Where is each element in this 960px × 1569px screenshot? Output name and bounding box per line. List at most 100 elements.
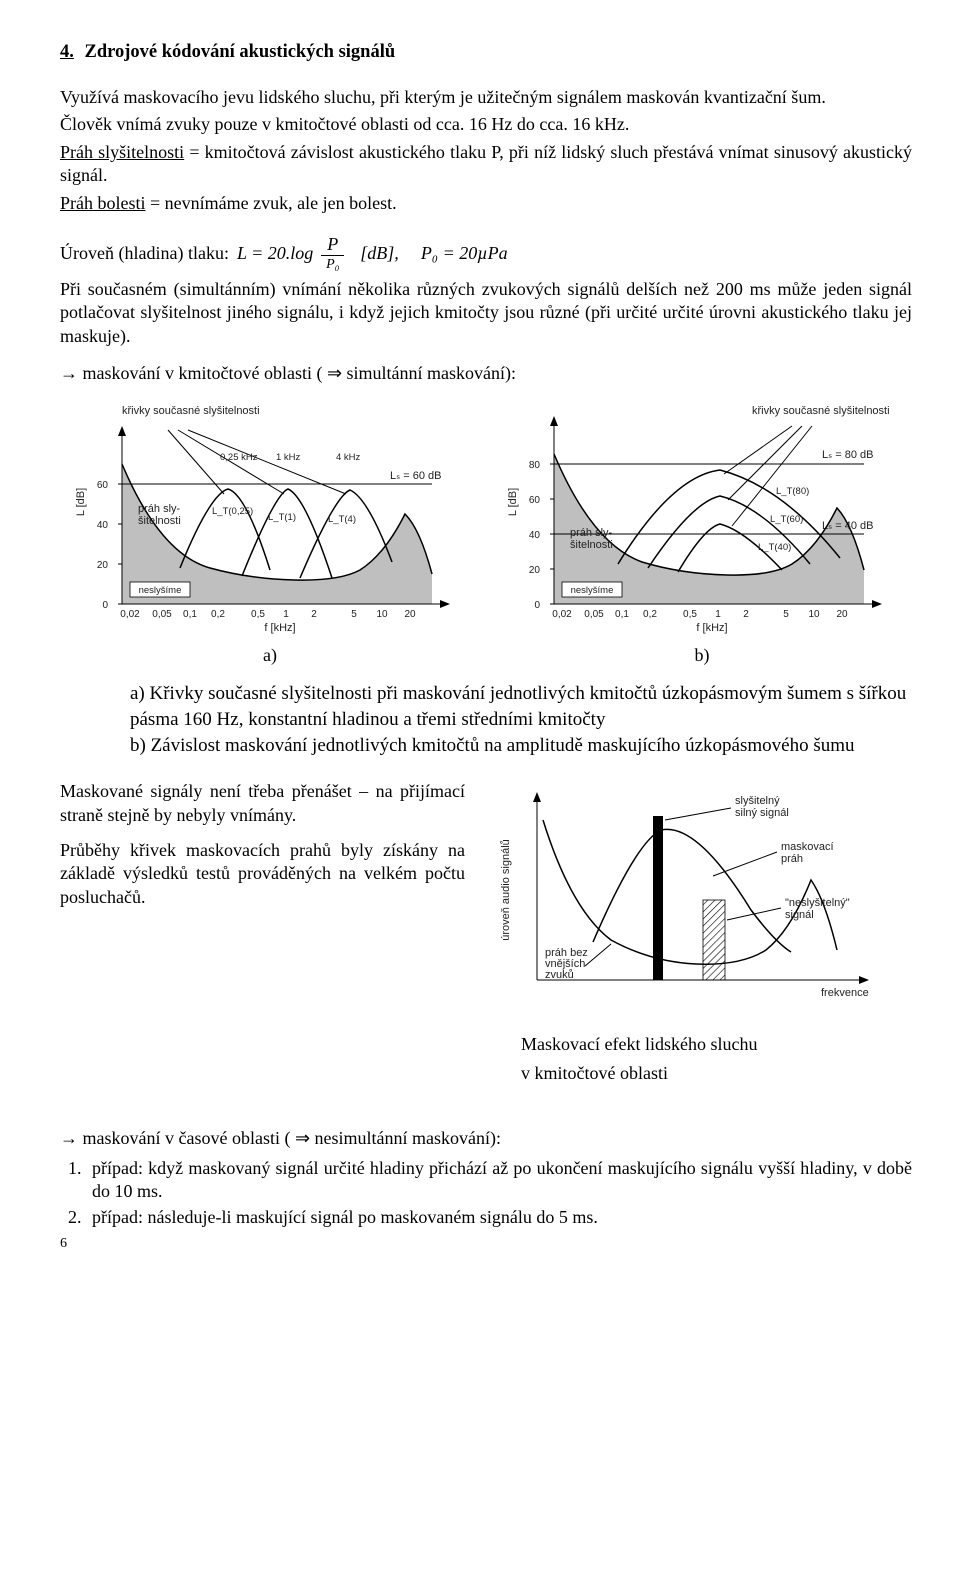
neslysime-box: neslyšíme (571, 585, 614, 596)
y-axis-label: L [dB] (507, 487, 519, 515)
chart-a-panel: 0 20 40 60 0,02 0,05 0,1 0,2 0,5 1 2 5 1… (60, 394, 480, 668)
chart-captions: a) Křivky současné slyšitelnosti při mas… (130, 681, 912, 758)
charts-row: 0 20 40 60 0,02 0,05 0,1 0,2 0,5 1 2 5 1… (60, 394, 912, 668)
xtick: 10 (808, 609, 820, 620)
ls80-label: Lₛ = 80 dB (822, 449, 874, 461)
y-axis-label: úroveň audio signálů (500, 840, 512, 942)
ytick: 20 (97, 560, 109, 571)
paragraph: Využívá maskovacího jevu lidského sluchu… (60, 86, 912, 109)
ytick: 0 (534, 600, 540, 611)
xtick: 1 (715, 609, 721, 620)
x-axis-label: f [kHz] (264, 622, 295, 634)
paragraph: Při současném (simultánním) vnímání něko… (60, 278, 912, 348)
lt-annot: L_T(4) (328, 514, 356, 525)
paragraph: Práh slyšitelnosti = kmitočtová závislos… (60, 141, 912, 188)
ytick: 60 (97, 480, 109, 491)
section-heading: 4. Zdrojové kódování akustických signálů (60, 40, 912, 64)
lt-annot: L_T(80) (776, 486, 809, 497)
arrow-line: → maskování v kmitočtové oblasti ( ⇒ sim… (60, 362, 912, 385)
chart-a-svg: 0 20 40 60 0,02 0,05 0,1 0,2 0,5 1 2 5 1… (60, 394, 480, 634)
xtick: 0,02 (552, 609, 572, 620)
ytick: 80 (529, 460, 541, 471)
x-axis-label: f [kHz] (696, 622, 727, 634)
xtick: 1 (283, 609, 289, 620)
paragraph: Práh bolesti = nevnímáme zvuk, ale jen b… (60, 192, 912, 215)
xtick: 0,1 (615, 609, 629, 620)
annot-hidden1: "neslyšitelný" (785, 897, 850, 909)
formula-unit: [dB], (360, 242, 399, 265)
xtick: 0,02 (120, 609, 140, 620)
xtick: 0,5 (683, 609, 697, 620)
x-axis-label: frekvence (821, 987, 869, 999)
formula-label: Úroveň (hladina) tlaku: (60, 242, 229, 265)
mask-diagram-caption1: Maskovací efekt lidského sluchu (521, 1033, 912, 1056)
masking-diagram-svg: slyšitelný silný signál maskovací práh "… (481, 780, 891, 1020)
lt-annot: L_T(40) (758, 542, 791, 553)
xtick: 0,05 (152, 609, 172, 620)
fraction-top: P (321, 235, 344, 256)
lt-annot: L_T(1) (268, 512, 296, 523)
case-item: případ: následuje-li maskující signál po… (86, 1206, 912, 1229)
formula-row: Úroveň (hladina) tlaku: L = 20.log P P₀ … (60, 235, 912, 272)
xtick: 5 (783, 609, 789, 620)
curves-annot: křivky současné slyšitelnosti (752, 405, 890, 417)
paragraph: Maskované signály není třeba přenášet – … (60, 780, 465, 827)
ls-label: Lₛ = 60 dB (390, 470, 442, 482)
formula-rhs: P₀ = 20µPa (421, 242, 508, 265)
heading-number: 4. (60, 42, 74, 62)
xtick: 2 (311, 609, 317, 620)
curves-annot: křivky současné slyšitelnosti (122, 405, 260, 417)
xtick: 20 (836, 609, 848, 620)
page-number: 6 (60, 1235, 912, 1253)
ytick: 40 (97, 520, 109, 531)
lt-annot: L_T(0,25) (212, 506, 253, 517)
fraction-bottom: P₀ (326, 256, 339, 272)
freq-annot: 1 kHz (276, 452, 301, 463)
annot-hidden2: signál (785, 909, 814, 921)
two-col-right: slyšitelný silný signál maskovací práh "… (481, 780, 912, 1085)
annot-mask1: maskovací (781, 841, 834, 853)
y-axis-label: L [dB] (75, 487, 87, 515)
xtick: 0,1 (183, 609, 197, 620)
ytick: 0 (102, 600, 108, 611)
ytick: 60 (529, 495, 541, 506)
paragraph: Průběhy křivek maskovacích prahů byly zí… (60, 839, 465, 909)
annot-strong2: silný signál (735, 807, 789, 819)
ytick: 20 (529, 565, 541, 576)
mask-diagram-caption2: v kmitočtové oblasti (521, 1062, 912, 1085)
two-col-left: Maskované signály není třeba přenášet – … (60, 780, 465, 1085)
chart-b-sublabel: b) (492, 644, 912, 667)
xtick: 0,2 (643, 609, 657, 620)
thresh-annot: šitelnosti (570, 539, 613, 551)
xtick: 5 (351, 609, 357, 620)
thresh-annot: práh sly- (138, 503, 181, 515)
paragraph: Člověk vnímá zvuky pouze v kmitočtové ob… (60, 113, 912, 136)
paragraph-part: = kmitočtová závislost akustického tlaku… (60, 142, 912, 185)
two-column-section: Maskované signály není třeba přenášet – … (60, 780, 912, 1085)
annot-mask2: práh (781, 853, 803, 865)
case-item: případ: když maskovaný signál určité hla… (86, 1157, 912, 1204)
caption-b: b) Závislost maskování jednotlivých kmit… (130, 733, 912, 759)
freq-annot: 4 kHz (336, 452, 361, 463)
freq-annot: 0,25 kHz (220, 452, 258, 463)
formula-lhs: L = 20.log (237, 242, 313, 265)
xtick: 0,05 (584, 609, 604, 620)
xtick: 0,5 (251, 609, 265, 620)
caption-a: a) Křivky současné slyšitelnosti při mas… (130, 681, 912, 732)
term-underline: Práh bolesti (60, 193, 146, 213)
annot-strong1: slyšitelný (735, 795, 780, 807)
annot-thresh3: zvuků (545, 969, 574, 981)
cases-list: případ: když maskovaný signál určité hla… (60, 1157, 912, 1229)
xtick: 20 (404, 609, 416, 620)
paragraph-part: = nevnímáme zvuk, ale jen bolest. (146, 193, 397, 213)
chart-b-panel: 0 20 40 60 80 0,02 0,05 0,1 0,2 0,5 1 2 … (492, 394, 912, 668)
neslysime-box: neslyšíme (139, 585, 182, 596)
xtick: 10 (376, 609, 388, 620)
ytick: 40 (529, 530, 541, 541)
chart-a-sublabel: a) (60, 644, 480, 667)
arrow-line: → maskování v časové oblasti ( ⇒ nesimul… (60, 1127, 912, 1150)
lt-annot: L_T(60) (770, 514, 803, 525)
thresh-annot: šitelnosti (138, 515, 181, 527)
term-underline: Práh slyšitelnosti (60, 142, 184, 162)
thresh-annot: práh sly- (570, 527, 613, 539)
